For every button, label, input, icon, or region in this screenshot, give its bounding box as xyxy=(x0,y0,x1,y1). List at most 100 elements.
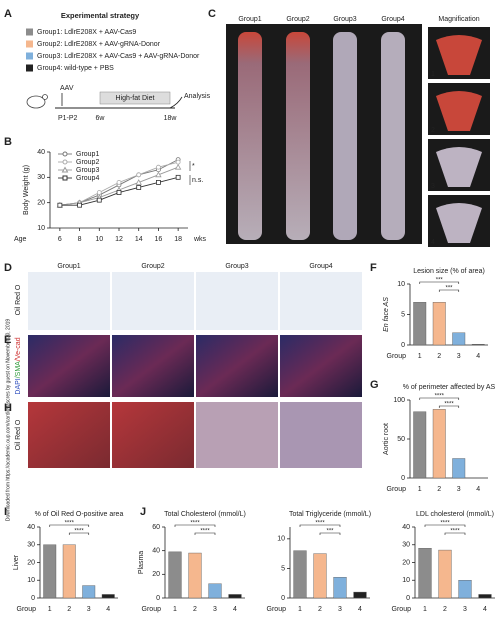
image-number: 4 xyxy=(431,239,435,246)
chart-title: % of Oil Red O-positive area xyxy=(35,511,124,518)
panel-letter: E xyxy=(4,334,11,346)
significance: **** xyxy=(435,394,445,400)
timeline-label: AAV xyxy=(60,85,74,92)
bar xyxy=(228,594,242,599)
legend-label: Group2: LdlrE208X + AAV-gRNA-Donor xyxy=(37,41,161,48)
bar xyxy=(458,580,472,599)
significance: * xyxy=(192,163,195,170)
x-tick-label: 2 xyxy=(193,606,197,613)
x-tick-label: 4 xyxy=(476,353,480,360)
liver-image xyxy=(112,402,194,468)
y-tick-label: 5 xyxy=(401,311,405,318)
y-tick-label: 30 xyxy=(402,542,410,549)
watermark: Downloaded from https://academic.oup.com… xyxy=(5,319,11,522)
x-tick-label: 4 xyxy=(483,606,487,613)
x-tick-label: 2 xyxy=(318,606,322,613)
column-label: Magnification xyxy=(438,16,479,23)
column-label: Group1 xyxy=(238,16,261,23)
column-label: Group4 xyxy=(309,263,332,270)
legend-swatch xyxy=(26,64,33,72)
bar xyxy=(432,409,446,479)
bar xyxy=(101,594,115,599)
legend-label: Group3: LdlrE208X + AAV-Cas9 + AAV-gRNA-… xyxy=(37,53,200,60)
chart-title: Total Triglyceride (mmol/L) xyxy=(289,511,371,518)
row-label: Oil Red O xyxy=(15,419,22,450)
stain-label: /Ve-cad xyxy=(15,337,22,361)
legend-label: Group1 xyxy=(76,151,99,158)
column-label: Group2 xyxy=(141,263,164,270)
fluorescence-image xyxy=(112,335,194,397)
x-tick-label: 10 xyxy=(95,236,103,243)
column-label: Group4 xyxy=(381,16,404,23)
marker xyxy=(155,171,162,178)
x-tick-label: 4 xyxy=(358,606,362,613)
y-tick-label: 40 xyxy=(37,149,45,156)
timeline-tick: 18w xyxy=(164,115,178,122)
bar xyxy=(432,302,446,346)
x-tick-label: 3 xyxy=(457,486,461,493)
timeline-label: High-fat Diet xyxy=(116,95,155,102)
marker xyxy=(136,172,142,178)
significance-bracket xyxy=(68,532,90,535)
aorta-photo xyxy=(333,32,357,240)
x-tick-label: 3 xyxy=(87,606,91,613)
panel-letter: G xyxy=(370,379,379,391)
row-label: DAPI/SMA/Ve-cad xyxy=(15,337,22,394)
significance-bracket xyxy=(49,524,90,527)
timeline-arrow xyxy=(169,96,183,109)
image-row xyxy=(28,402,362,468)
x-tick-label: 1 xyxy=(418,486,422,493)
x-tick-label: 1 xyxy=(173,606,177,613)
significance-bracket xyxy=(419,281,460,284)
y-tick-label: 0 xyxy=(406,595,410,602)
y-tick-label: 100 xyxy=(393,397,405,404)
y-tick-label: 0 xyxy=(156,595,160,602)
marker xyxy=(174,163,182,170)
aorta-photo xyxy=(286,32,310,240)
y-tick-label: 30 xyxy=(37,174,45,181)
bar xyxy=(418,548,432,599)
significance-bracket xyxy=(419,397,460,400)
chart-title: LDL cholesterol (mmol/L) xyxy=(416,511,494,518)
y-tick-label: 60 xyxy=(152,524,160,531)
y-tick-label: 20 xyxy=(152,571,160,578)
marker xyxy=(175,174,181,180)
legend-swatch xyxy=(26,28,33,36)
legend-label: Group2 xyxy=(76,159,99,166)
x-axis-label: Group xyxy=(387,353,407,360)
marker xyxy=(57,202,63,208)
layout: A B C D E F G H I J Experimental strateg… xyxy=(4,8,490,521)
bar xyxy=(43,544,57,599)
marker xyxy=(156,164,161,170)
panel-letter: C xyxy=(208,8,216,20)
y-tick-label: 50 xyxy=(397,436,405,443)
x-tick-label: 3 xyxy=(463,606,467,613)
histology-image xyxy=(112,272,194,330)
significance: **** xyxy=(65,521,75,527)
x-axis-label: Group xyxy=(267,606,287,613)
legend-label: Group4: wild-type + PBS xyxy=(37,65,114,72)
bar xyxy=(313,553,327,599)
x-axis-label: Group xyxy=(387,486,407,493)
significance-bracket xyxy=(194,532,216,535)
y-tick-label: 0 xyxy=(31,595,35,602)
chart-title: Total Cholesterol (mmol/L) xyxy=(164,511,246,518)
y-tick-label: 30 xyxy=(27,542,35,549)
bar xyxy=(333,577,347,599)
significance: n.s. xyxy=(192,177,203,184)
bar xyxy=(452,332,466,346)
x-tick-label: 4 xyxy=(233,606,237,613)
liver-image xyxy=(196,402,278,468)
significance: **** xyxy=(440,521,450,527)
timeline-tick: P1-P2 xyxy=(58,115,78,122)
x-tick-label: 2 xyxy=(437,353,441,360)
timeline-label: Analysis xyxy=(184,93,211,100)
panel-letter: F xyxy=(370,262,377,274)
y-tick-label: 40 xyxy=(402,524,410,531)
legend-marker xyxy=(62,151,68,157)
bar xyxy=(471,344,485,346)
panel-letter: B xyxy=(4,136,12,148)
y-tick-label: 0 xyxy=(401,342,405,349)
bar xyxy=(478,594,492,599)
legend-label: Group4 xyxy=(76,175,99,182)
